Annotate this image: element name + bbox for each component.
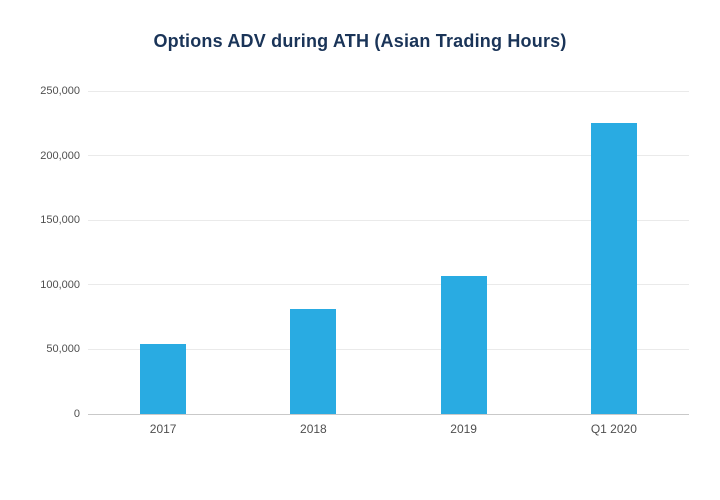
bar-2018 [290, 309, 337, 414]
y-axis-tick-label: 0 [73, 408, 80, 420]
x-axis-tick-label: 2017 [149, 422, 177, 436]
x-axis-baseline [88, 413, 689, 415]
y-axis-tick-label: 50,000 [46, 343, 80, 356]
x-axis-tick-label: 2019 [450, 422, 477, 436]
plot-area [88, 90, 689, 415]
chart-title: Options ADV during ATH (Asian Trading Ho… [153, 31, 567, 51]
x-axis-tick-label: Q1 2020 [590, 422, 637, 436]
bar-q1-2020 [590, 123, 637, 414]
bar-2017 [140, 344, 187, 414]
gridline [88, 219, 689, 221]
y-axis-tick-label: 250,000 [40, 85, 80, 97]
gridline [88, 155, 689, 157]
y-axis-tick-label: 200,000 [40, 149, 80, 162]
y-axis-tick-label: 150,000 [40, 214, 80, 227]
y-axis-tick-label: 100,000 [40, 278, 80, 291]
gridline [88, 348, 689, 350]
bar-2019 [440, 275, 487, 414]
x-axis-tick-label: 2018 [300, 422, 327, 436]
gridline [88, 90, 689, 92]
gridline [88, 284, 689, 286]
